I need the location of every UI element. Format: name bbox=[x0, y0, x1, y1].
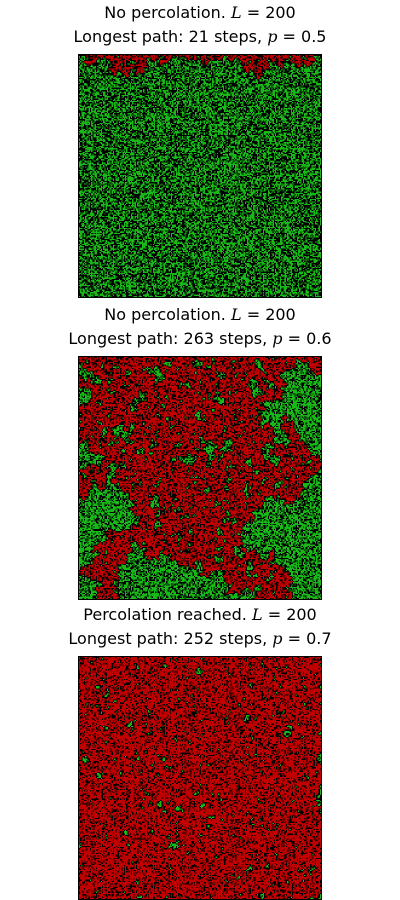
longest-path-text: Longest path: 252 steps, bbox=[68, 629, 268, 648]
panel-title-line-2: Longest path: 21 steps, p = 0.5 bbox=[0, 26, 400, 48]
panel-title-status: No percolation. bbox=[104, 3, 226, 22]
percolation-grid bbox=[78, 54, 322, 298]
lattice-size-symbol: L bbox=[251, 605, 263, 624]
percolation-grid bbox=[78, 356, 322, 600]
probability-value: = 0.5 bbox=[277, 27, 327, 46]
panel-title-line-2: Longest path: 263 steps, p = 0.6 bbox=[0, 328, 400, 350]
longest-path-text: Longest path: 263 steps, bbox=[68, 329, 268, 348]
panel-title-line-1: Percolation reached. L = 200 bbox=[0, 604, 400, 626]
percolation-lattice bbox=[79, 657, 321, 899]
lattice-size-symbol: L bbox=[230, 3, 242, 22]
probability-value: = 0.7 bbox=[282, 629, 332, 648]
panel-title-status: No percolation. bbox=[104, 305, 226, 324]
percolation-lattice bbox=[79, 55, 321, 297]
probability-symbol: p bbox=[272, 629, 283, 648]
panel-title-line-2: Longest path: 252 steps, p = 0.7 bbox=[0, 628, 400, 650]
probability-value: = 0.6 bbox=[282, 329, 332, 348]
lattice-size-value: = 200 bbox=[241, 3, 296, 22]
lattice-size-value: = 200 bbox=[262, 605, 317, 624]
lattice-size-value: = 200 bbox=[241, 305, 296, 324]
longest-path-text: Longest path: 21 steps, bbox=[73, 27, 263, 46]
panel-title-line-1: No percolation. L = 200 bbox=[0, 2, 400, 24]
lattice-size-symbol: L bbox=[230, 305, 242, 324]
percolation-lattice bbox=[79, 357, 321, 599]
panel-title-status: Percolation reached. bbox=[83, 605, 247, 624]
probability-symbol: p bbox=[267, 27, 278, 46]
panel-title-line-1: No percolation. L = 200 bbox=[0, 304, 400, 326]
percolation-grid bbox=[78, 656, 322, 900]
probability-symbol: p bbox=[272, 329, 283, 348]
